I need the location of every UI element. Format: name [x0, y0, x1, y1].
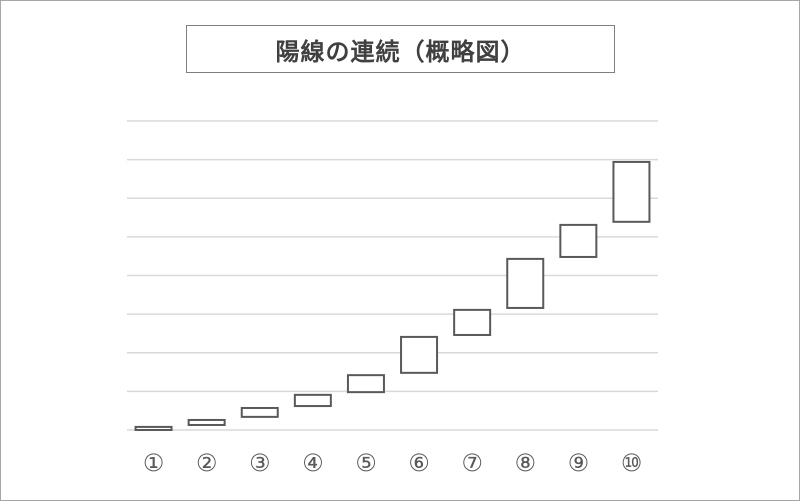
x-tick-label: ③ [249, 449, 271, 477]
candle-bar [134, 425, 173, 432]
candle-bar [240, 406, 279, 418]
candle-bar [612, 160, 651, 223]
x-tick-label: ④ [302, 449, 324, 477]
x-tick-label: ⑦ [461, 449, 483, 477]
x-tick-label: ⑨ [568, 449, 590, 477]
x-tick-label: ① [143, 449, 165, 477]
x-tick-label: ⑩ [621, 449, 643, 477]
x-tick-label: ⑧ [514, 449, 536, 477]
x-tick-labels: ① ② ③ ④ ⑤ ⑥ ⑦ ⑧ ⑨ ⑩ [143, 449, 642, 477]
candle-bar [293, 393, 332, 408]
chart-title: 陽線の連続（概略図） [275, 37, 526, 66]
candles [134, 160, 651, 432]
x-tick-label: ⑥ [408, 449, 430, 477]
candle-bar [453, 308, 492, 336]
candle-bar [187, 418, 226, 426]
gridlines [127, 120, 658, 431]
candle-bar [346, 374, 385, 394]
candle-bar [559, 223, 598, 258]
candle-bar [400, 335, 439, 374]
candle-bar [506, 257, 545, 309]
x-tick-label: ② [196, 449, 218, 477]
x-tick-label: ⑤ [355, 449, 377, 477]
chart-title-box: 陽線の連続（概略図） [186, 25, 615, 73]
